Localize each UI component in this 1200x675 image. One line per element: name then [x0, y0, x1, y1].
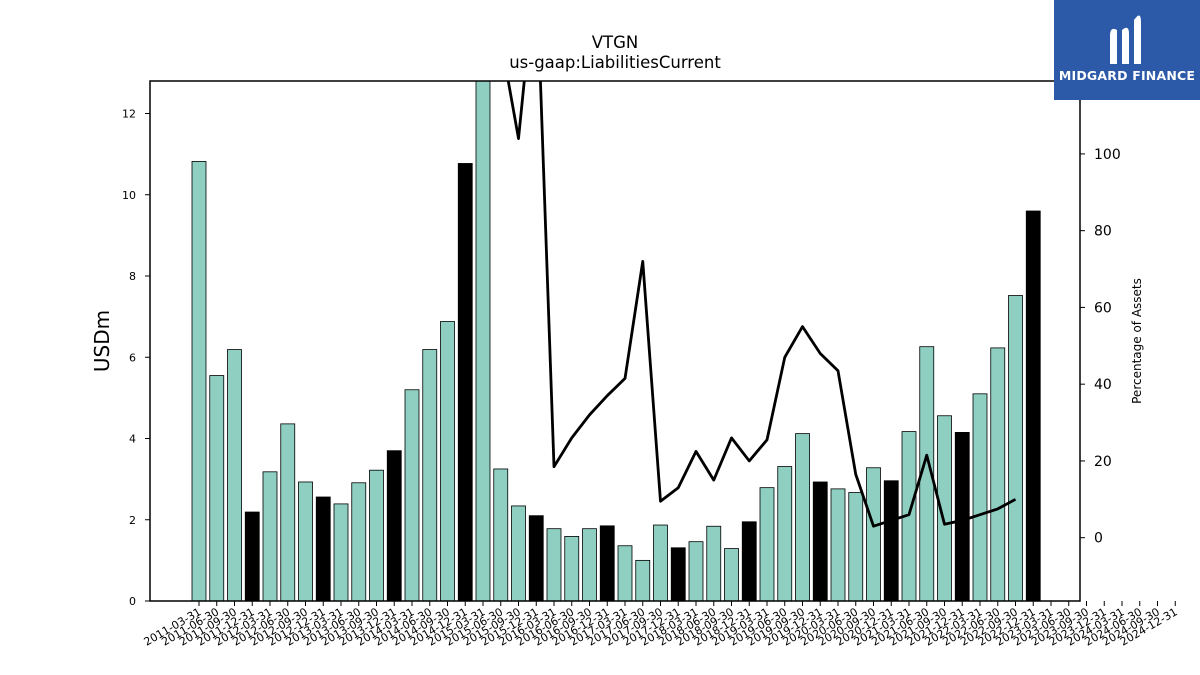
y2-tick-label-100: 100	[1094, 147, 1121, 163]
bar-2021-12-31	[954, 432, 970, 602]
y-tick-label-12: 12	[122, 108, 136, 121]
bar-2012-09-30	[298, 481, 313, 602]
bar-2012-06-30	[280, 423, 296, 602]
midgard-finance-logo: MIDGARD FINANCE	[1054, 0, 1200, 100]
x-axis: 2011-03-312011-06-302011-09-302011-12-31…	[142, 601, 1180, 649]
bar-2022-09-30	[1008, 295, 1023, 602]
bar-2011-09-30	[227, 349, 242, 602]
chart-title: VTGN	[592, 33, 639, 52]
bar-2015-12-31	[528, 515, 544, 602]
bar-2022-12-31	[1025, 210, 1041, 602]
bar-2015-03-31	[475, 80, 491, 602]
bar-2022-06-30	[990, 347, 1006, 602]
bar-2020-09-30	[866, 467, 881, 602]
bar-2017-06-30	[635, 559, 651, 602]
y2-tick-label-20: 20	[1094, 454, 1112, 470]
y-tick-label-2: 2	[129, 514, 136, 527]
chart-subtitle: us-gaap:LiabilitiesCurrent	[509, 53, 721, 72]
bar-2015-09-30	[511, 505, 526, 602]
bar-2019-06-30	[777, 466, 793, 602]
y-tick-label-4: 4	[129, 433, 136, 446]
bar-2016-03-31	[546, 528, 562, 602]
bar-2018-09-30	[724, 548, 739, 602]
bar-2011-03-31	[191, 161, 207, 602]
y-axis-label: USDm	[90, 310, 114, 372]
y-tick-label-6: 6	[129, 351, 136, 364]
bar-2011-12-31	[244, 511, 260, 602]
bar-2020-12-31	[883, 480, 899, 602]
percentage-line	[506, 81, 1017, 528]
bar-2018-03-31	[688, 541, 704, 602]
y2-tick-label-80: 80	[1094, 224, 1112, 240]
bar-2018-06-30	[706, 525, 722, 602]
bars-group	[191, 80, 1041, 602]
bar-2016-12-31	[599, 525, 615, 602]
bar-2022-03-31	[972, 393, 988, 602]
y2-tick-label-40: 40	[1094, 377, 1112, 393]
bar-2013-06-30	[351, 482, 367, 602]
bar-2014-09-30	[440, 321, 455, 602]
bar-2014-06-30	[422, 349, 438, 602]
bar-2018-12-31	[741, 521, 757, 602]
y-tick-label-10: 10	[122, 189, 136, 202]
bar-2020-06-30	[848, 492, 864, 602]
bar-2019-09-30	[795, 433, 810, 602]
y-axis: 0 2 4 6 8 10 12	[122, 108, 150, 608]
bar-2017-03-31	[617, 545, 633, 602]
midgard-logo-icon	[1110, 15, 1141, 65]
line-group	[506, 81, 1017, 528]
bar-2017-09-30	[653, 524, 668, 602]
bar-2014-12-31	[457, 163, 473, 602]
y-tick-label-8: 8	[129, 270, 136, 283]
bar-2020-03-31	[830, 488, 846, 602]
y2-tick-label-0: 0	[1094, 531, 1103, 547]
bar-2019-03-31	[759, 487, 775, 602]
bar-2013-03-31	[333, 503, 349, 602]
plot-frame	[149, 80, 1081, 602]
bar-2013-09-30	[369, 469, 384, 602]
y2-tick-label-60: 60	[1094, 300, 1112, 316]
bar-2017-12-31	[670, 547, 686, 602]
bar-2016-06-30	[564, 536, 580, 602]
bar-2015-06-30	[493, 468, 509, 602]
bar-2011-06-30	[209, 375, 225, 602]
y2-axis: 0 20 40 60 80 100	[1080, 147, 1121, 547]
bar-2012-03-31	[262, 471, 278, 602]
bar-2012-12-31	[315, 496, 331, 602]
bar-2013-12-31	[386, 450, 402, 602]
bar-2016-09-30	[582, 528, 597, 602]
y-tick-label-0: 0	[129, 595, 136, 608]
y2-axis-label: Percentage of Assets	[1130, 278, 1144, 404]
logo-text: MIDGARD FINANCE	[1058, 68, 1196, 83]
bar-2014-03-31	[404, 389, 420, 602]
bar-2019-12-31	[812, 481, 828, 602]
